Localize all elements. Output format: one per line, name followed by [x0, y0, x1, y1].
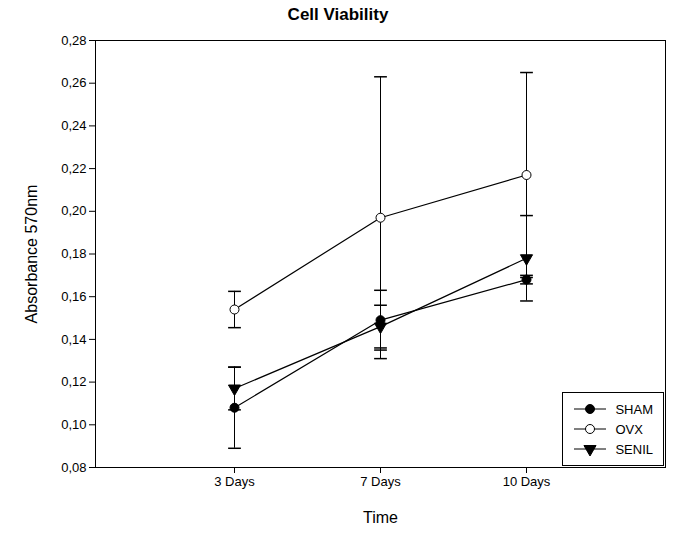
svg-text:3 Days: 3 Days	[214, 474, 255, 489]
html-text:OVX: OVX	[615, 421, 643, 437]
svg-text:0,10: 0,10	[61, 417, 86, 432]
html-text:Cell Viability: Cell Viability	[287, 5, 389, 24]
svg-text:0,20: 0,20	[61, 203, 86, 218]
svg-text:0,14: 0,14	[61, 332, 86, 347]
svg-text:0,16: 0,16	[61, 289, 86, 304]
svg-text:Time: Time	[363, 509, 398, 526]
svg-text:0,08: 0,08	[61, 460, 86, 475]
svg-text:0,18: 0,18	[61, 246, 86, 261]
svg-text:0,24: 0,24	[61, 118, 86, 133]
svg-text:0,28: 0,28	[61, 33, 86, 48]
html-text:SHAM: SHAM	[615, 401, 653, 417]
svg-text:0,12: 0,12	[61, 374, 86, 389]
svg-text:7 Days: 7 Days	[360, 474, 401, 489]
svg-text:Absorbance 570nm: Absorbance 570nm	[23, 185, 40, 324]
html-text:SENIL: SENIL	[615, 441, 653, 457]
svg-text:10 Days: 10 Days	[503, 474, 551, 489]
svg-text:0,26: 0,26	[61, 75, 86, 90]
svg-text:0,22: 0,22	[61, 161, 86, 176]
